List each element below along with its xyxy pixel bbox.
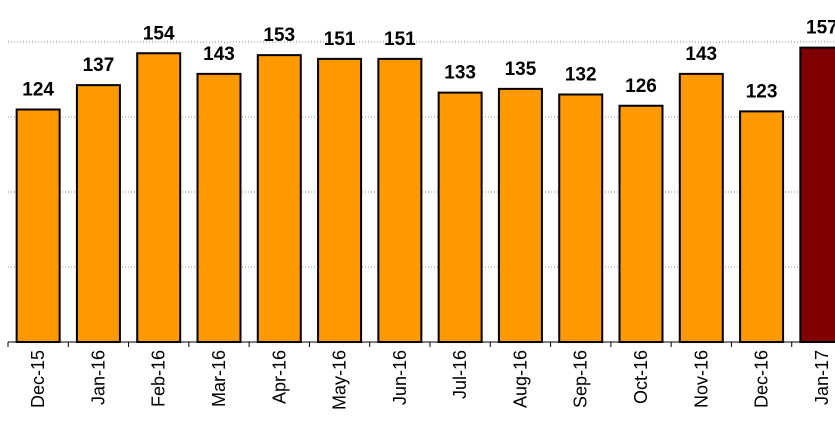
x-tick-label: Dec-16: [752, 350, 772, 408]
bar: [497, 87, 543, 343]
data-label: 151: [384, 29, 416, 50]
data-label: 154: [143, 23, 175, 44]
bar: [678, 72, 724, 343]
data-label: 153: [263, 25, 295, 46]
x-tick-label: Dec-15: [28, 350, 48, 408]
x-tick-label: Jan-16: [88, 350, 108, 405]
data-label: 123: [746, 81, 778, 102]
x-tick-label: Aug-16: [510, 350, 530, 408]
x-tick-label: Nov-16: [691, 350, 711, 408]
bar: [739, 110, 785, 343]
bar: [317, 57, 363, 343]
data-label: 151: [324, 29, 356, 50]
bar: [256, 54, 302, 343]
data-label: 143: [203, 44, 235, 65]
x-tick-label: May-16: [330, 350, 350, 410]
x-tick-label: Mar-16: [209, 350, 229, 407]
data-label: 132: [565, 65, 597, 86]
data-label: 135: [505, 59, 537, 80]
x-tick-label: Apr-16: [269, 350, 289, 404]
data-label: 126: [625, 76, 657, 97]
bar: [75, 84, 121, 343]
x-axis: [7, 341, 835, 347]
bar: [196, 72, 242, 343]
data-label: 133: [444, 63, 476, 84]
x-tick-label: Sep-16: [571, 350, 591, 408]
data-label: 143: [685, 44, 717, 65]
data-label: 124: [22, 80, 54, 101]
bars: [15, 46, 835, 343]
bar: [558, 93, 604, 343]
x-tick-label: Jul-16: [450, 350, 470, 399]
bar: [618, 104, 664, 343]
data-label: 157: [806, 18, 835, 39]
bar: [377, 57, 423, 343]
data-label: 137: [83, 55, 115, 76]
x-tick-label: Jan-17: [812, 350, 832, 405]
bar: [799, 46, 835, 343]
bar: [437, 91, 483, 343]
x-tick-label: Feb-16: [149, 350, 169, 407]
x-tick-label: Jun-16: [390, 350, 410, 405]
bar: [15, 108, 61, 343]
value-labels: 124 137 154 143 153 151 151 133 135 132 126 143 123 1…: [22, 18, 835, 103]
x-tick-labels: Dec-15 Jan-16 Feb-16 Mar-16 Apr-16 May-16 Jun-…: [28, 350, 832, 410]
bar: [136, 52, 182, 343]
x-tick-label: Oct-16: [631, 350, 651, 404]
